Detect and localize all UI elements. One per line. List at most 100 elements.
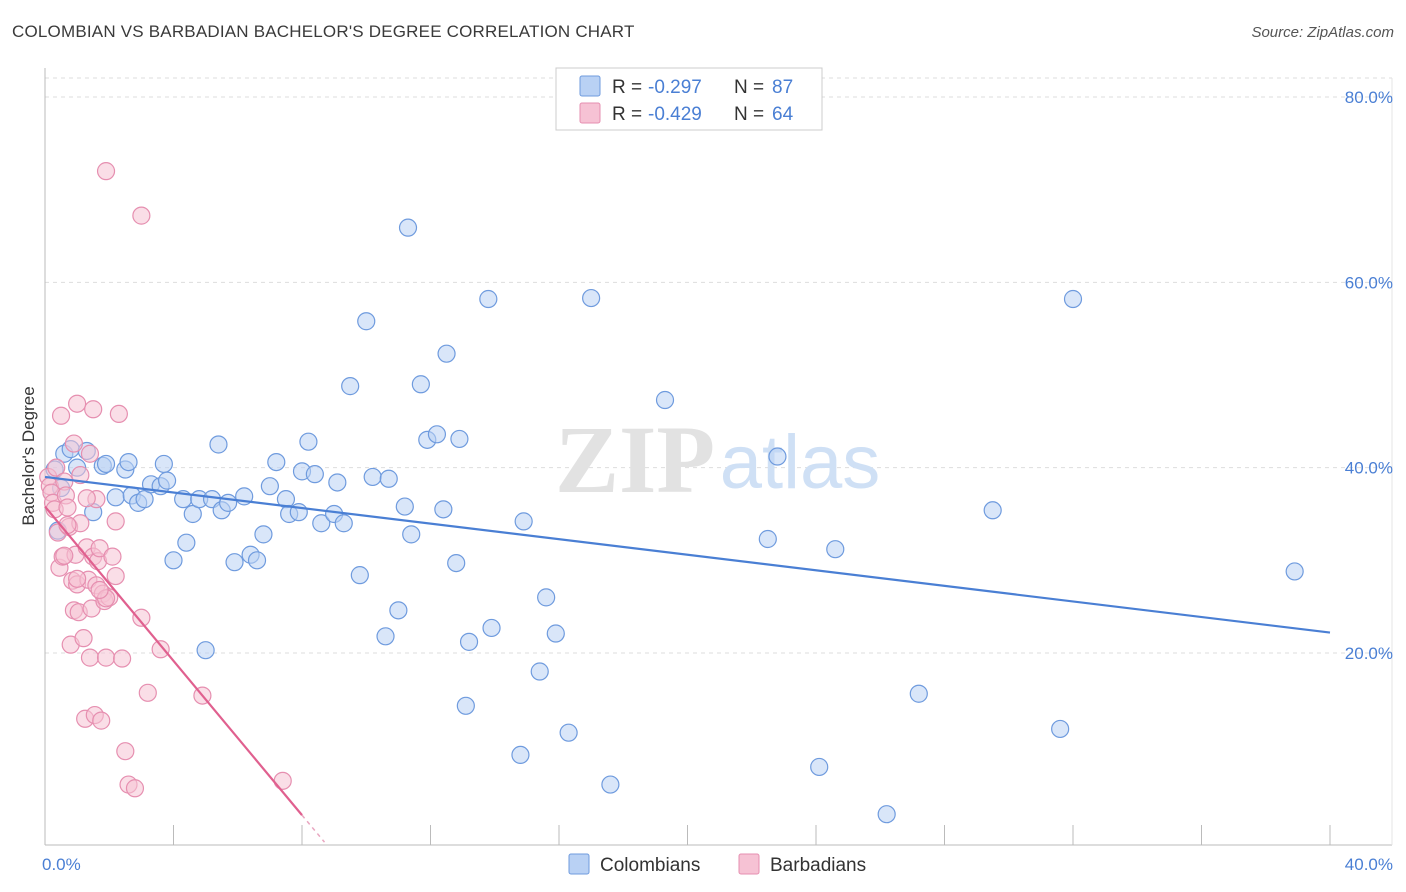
trend-line-colombians bbox=[44, 475, 1331, 634]
legend-r-label-colombians: R = bbox=[612, 77, 642, 98]
point-barbadians-5 bbox=[47, 458, 66, 477]
point-barbadians-43 bbox=[132, 608, 151, 627]
point-barbadians-49 bbox=[132, 206, 151, 225]
point-colombians-73 bbox=[655, 390, 675, 410]
legend-n-value-colombians: 87 bbox=[772, 77, 793, 98]
point-colombians-43 bbox=[334, 514, 353, 533]
point-colombians-82 bbox=[1063, 289, 1083, 309]
point-colombians-54 bbox=[411, 375, 430, 394]
point-colombians-47 bbox=[363, 467, 382, 487]
point-colombians-26 bbox=[219, 493, 238, 512]
point-colombians-67 bbox=[530, 662, 549, 681]
point-colombians-70 bbox=[559, 723, 578, 742]
point-colombians-77 bbox=[826, 540, 845, 559]
point-colombians-79 bbox=[909, 684, 928, 703]
watermark-atlas: atlas bbox=[720, 420, 881, 505]
point-colombians-65 bbox=[511, 745, 530, 765]
chart-title: COLOMBIAN VS BARBADIAN BACHELOR'S DEGREE… bbox=[12, 22, 635, 41]
point-barbadians-31 bbox=[90, 539, 109, 558]
point-barbadians-39 bbox=[112, 649, 132, 668]
legend-r-label-barbadians: R = bbox=[612, 104, 642, 125]
point-colombians-76 bbox=[810, 757, 829, 777]
point-barbadians-38 bbox=[106, 566, 125, 586]
point-barbadians-45 bbox=[151, 640, 170, 659]
y-tick-label-60: 60.0% bbox=[1345, 273, 1393, 292]
point-colombians-57 bbox=[434, 500, 453, 519]
x-tick-label-min: 0.0% bbox=[42, 855, 81, 874]
point-colombians-68 bbox=[537, 588, 556, 607]
point-barbadians-12 bbox=[58, 498, 77, 517]
legend-n-value-barbadians: 64 bbox=[772, 104, 794, 125]
point-colombians-60 bbox=[450, 429, 469, 449]
point-colombians-19 bbox=[177, 533, 196, 552]
point-barbadians-44 bbox=[138, 683, 157, 702]
trend-line-barbadians bbox=[44, 505, 303, 816]
point-colombians-32 bbox=[260, 477, 279, 496]
point-barbadians-52 bbox=[109, 404, 128, 424]
point-colombians-58 bbox=[437, 344, 456, 363]
legend-bottom-label-barbadians: Barbadians bbox=[770, 855, 866, 876]
point-colombians-72 bbox=[601, 775, 620, 794]
point-colombians-66 bbox=[514, 512, 533, 531]
point-colombians-74 bbox=[758, 529, 777, 549]
y-tick-label-40: 40.0% bbox=[1345, 459, 1393, 478]
point-colombians-30 bbox=[247, 551, 267, 570]
point-colombians-40 bbox=[312, 514, 331, 533]
legend-bottom: Colombians Barbadians bbox=[568, 853, 866, 876]
point-colombians-46 bbox=[357, 312, 376, 331]
point-colombians-45 bbox=[350, 566, 369, 585]
point-barbadians-54 bbox=[71, 465, 90, 485]
point-colombians-44 bbox=[341, 377, 360, 396]
legend-swatch-barbadians bbox=[579, 102, 601, 124]
x-tick-label-max: 40.0% bbox=[1345, 855, 1393, 874]
point-colombians-69 bbox=[546, 624, 565, 643]
point-colombians-80 bbox=[983, 501, 1002, 520]
point-colombians-39 bbox=[305, 465, 324, 484]
point-colombians-17 bbox=[164, 551, 183, 570]
y-tick-label-20: 20.0% bbox=[1345, 644, 1393, 663]
point-colombians-16 bbox=[157, 471, 177, 490]
series-colombians-points bbox=[45, 218, 1304, 824]
grid-lines bbox=[45, 77, 1392, 654]
point-colombians-51 bbox=[395, 497, 414, 516]
point-colombians-86 bbox=[96, 454, 116, 474]
legend-bottom-label-colombians: Colombians bbox=[600, 855, 700, 876]
point-colombians-7 bbox=[106, 488, 125, 507]
point-colombians-42 bbox=[328, 473, 347, 492]
axes bbox=[44, 68, 1393, 846]
point-colombians-71 bbox=[582, 288, 601, 308]
watermark-zip: ZIP bbox=[555, 406, 715, 513]
watermark: ZIP atlas bbox=[555, 406, 880, 513]
point-colombians-24 bbox=[209, 435, 228, 454]
legend-top: R = -0.297 N = 87 R = -0.429 N = 64 bbox=[555, 67, 823, 131]
point-barbadians-42 bbox=[125, 779, 145, 798]
point-barbadians-50 bbox=[68, 394, 87, 413]
point-colombians-62 bbox=[459, 632, 479, 651]
point-colombians-33 bbox=[267, 452, 286, 472]
legend-swatch-colombians bbox=[579, 75, 601, 97]
point-barbadians-25 bbox=[80, 648, 100, 667]
legend-n-label-barbadians: N = bbox=[734, 104, 764, 125]
point-colombians-49 bbox=[379, 469, 398, 488]
point-colombians-22 bbox=[196, 641, 215, 660]
point-colombians-56 bbox=[427, 425, 447, 444]
point-barbadians-35 bbox=[96, 648, 116, 667]
point-colombians-10 bbox=[119, 452, 138, 472]
point-barbadians-48 bbox=[96, 162, 116, 181]
point-colombians-48 bbox=[376, 627, 395, 646]
point-colombians-38 bbox=[299, 432, 318, 451]
point-barbadians-63 bbox=[90, 580, 109, 600]
point-barbadians-60 bbox=[80, 444, 100, 463]
point-barbadians-32 bbox=[92, 711, 111, 730]
point-colombians-52 bbox=[402, 525, 421, 544]
y-axis-label: Bachelor's Degree bbox=[19, 386, 38, 525]
point-barbadians-21 bbox=[74, 629, 93, 648]
point-colombians-75 bbox=[768, 447, 787, 466]
axis-ticks: 20.0% 40.0% 60.0% 80.0% 0.0% 40.0% bbox=[42, 88, 1393, 874]
point-colombians-27 bbox=[225, 553, 244, 572]
legend-bottom-swatch-barbadians bbox=[738, 853, 760, 875]
point-barbadians-61 bbox=[106, 512, 125, 531]
trend-lines bbox=[44, 475, 1331, 843]
point-colombians-59 bbox=[447, 553, 466, 573]
